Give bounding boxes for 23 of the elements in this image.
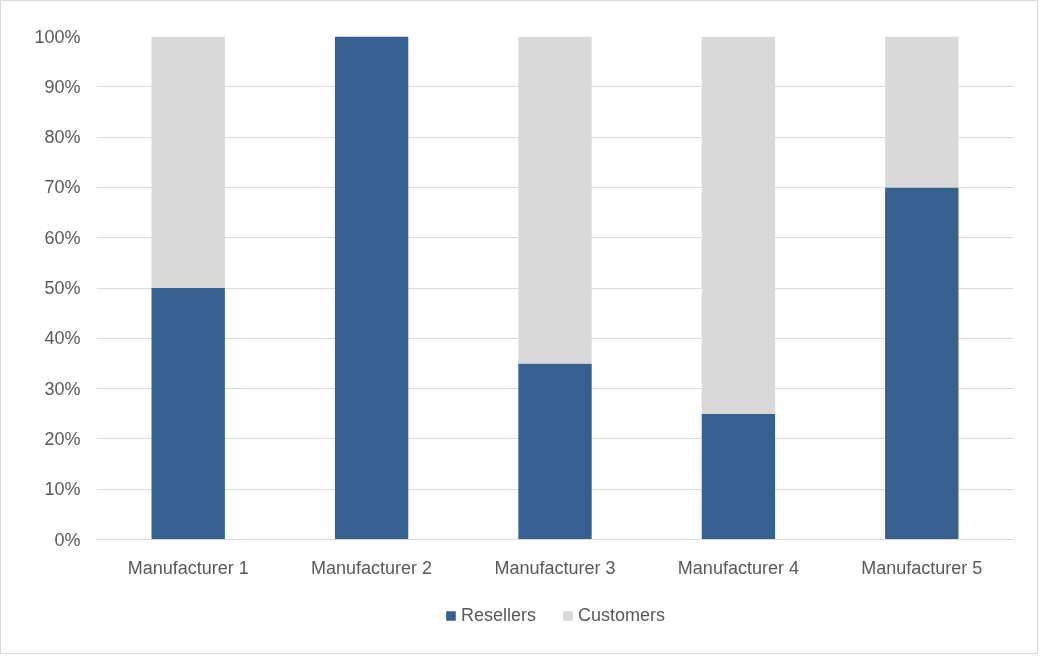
y-tick-label: 20% [44, 428, 81, 449]
x-tick-label: Manufacturer 4 [677, 557, 799, 578]
x-tick-label: Manufacturer 3 [494, 557, 616, 578]
x-tick-label: Manufacturer 2 [311, 557, 433, 578]
y-tick-label: 0% [54, 529, 81, 550]
y-tick-label: 40% [44, 328, 81, 349]
y-tick-label: 10% [44, 479, 81, 500]
y-tick-label: 90% [44, 76, 81, 97]
x-tick-label: Manufacturer 1 [127, 557, 249, 578]
y-tick-label: 60% [44, 227, 81, 248]
y-tick-label: 80% [44, 127, 81, 148]
bar [701, 413, 776, 540]
y-tick-label: 70% [44, 177, 81, 198]
legend-label: Customers [578, 604, 666, 626]
bar [518, 363, 592, 540]
legend-label: Resellers [460, 604, 536, 626]
x-tick-label: Manufacturer 5 [861, 557, 983, 578]
bar [885, 187, 959, 540]
y-tick-label: 50% [44, 278, 81, 298]
y-tick-label: 100% [34, 26, 81, 47]
bar [151, 288, 225, 540]
bar [334, 36, 409, 540]
y-tick-label: 30% [44, 378, 81, 399]
